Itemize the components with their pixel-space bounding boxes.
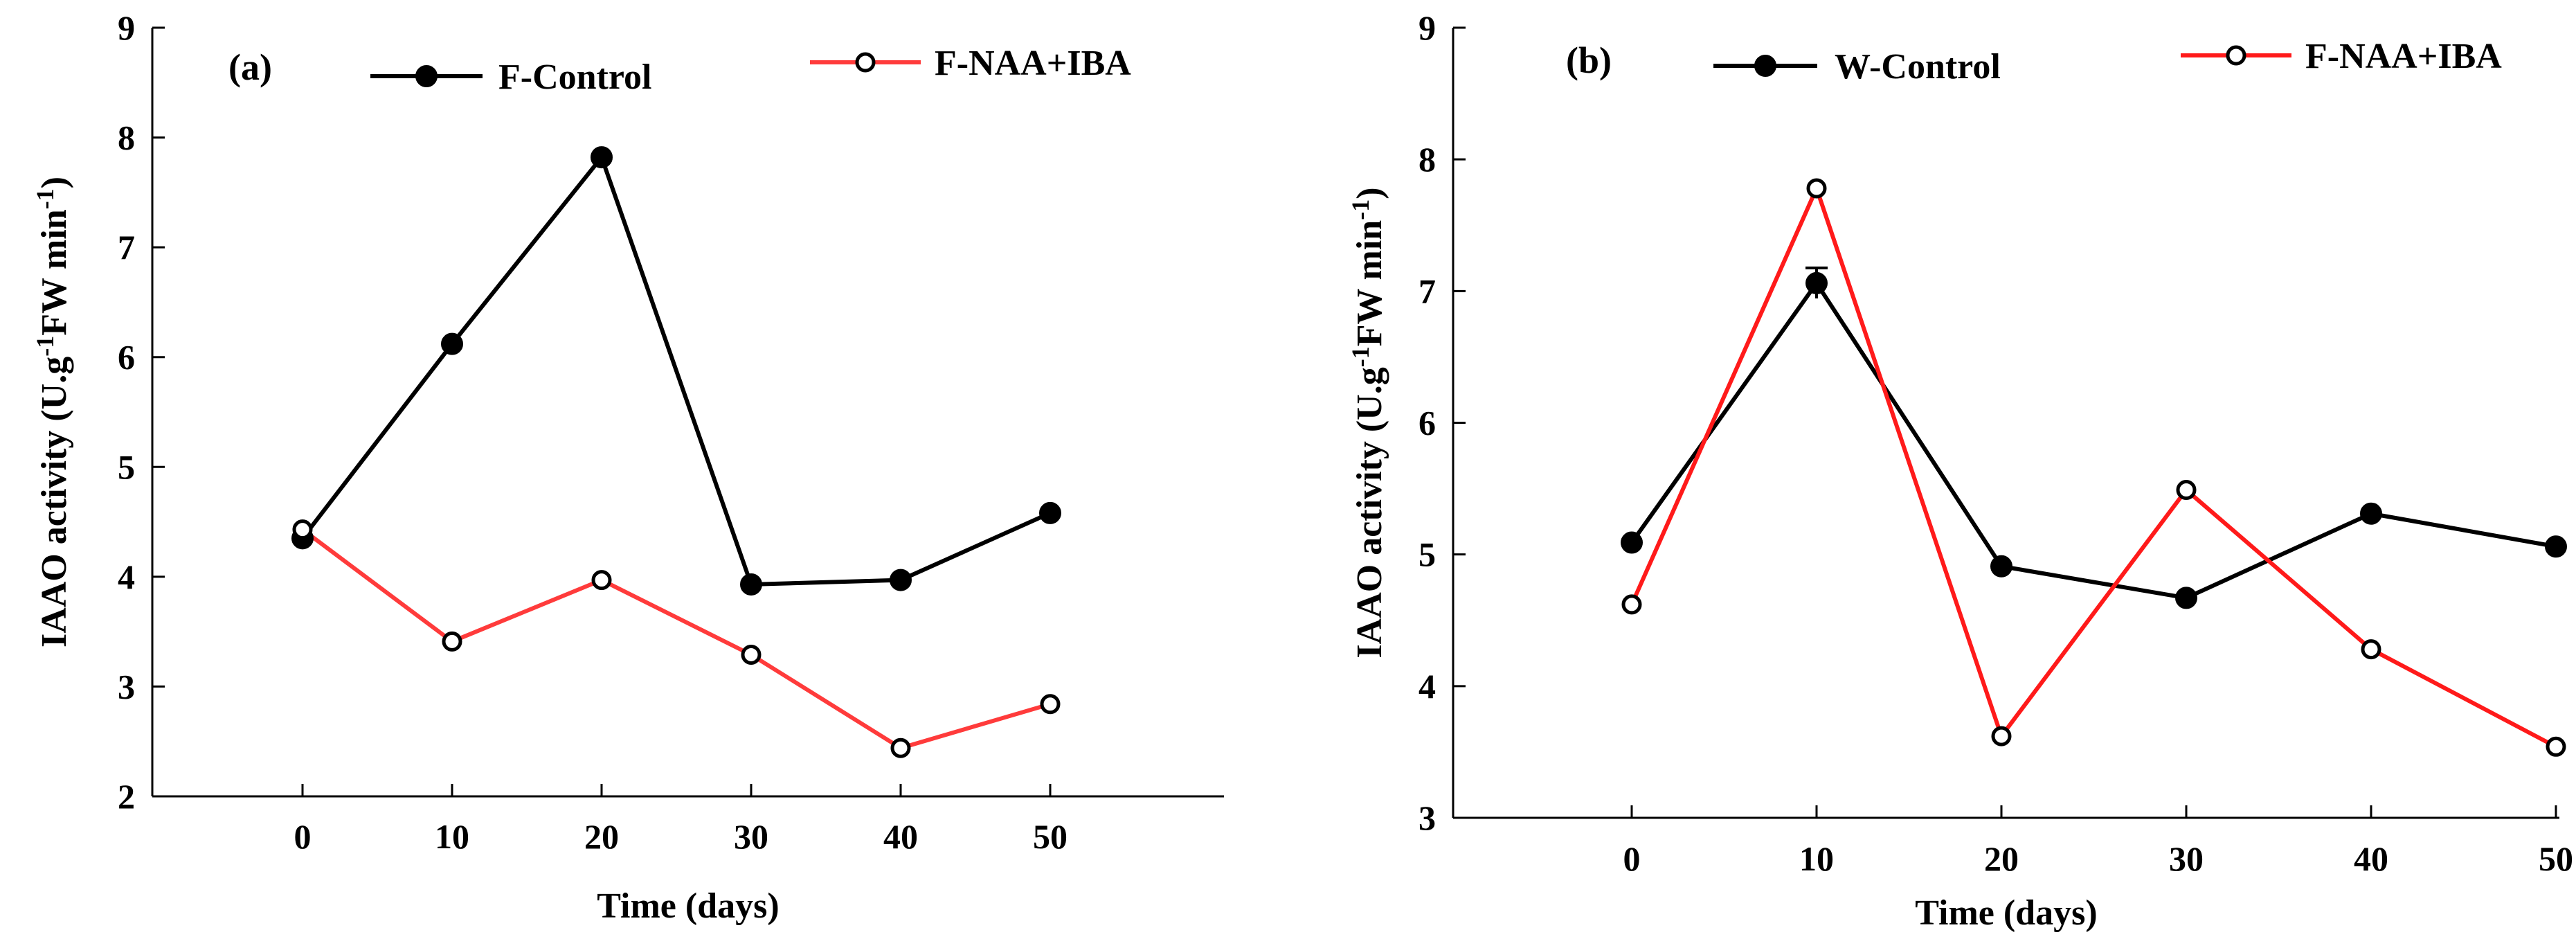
data-point-open: [1806, 178, 1827, 199]
y-tick-label: 5: [1418, 535, 1436, 574]
y-tick-label: 4: [1418, 667, 1436, 706]
y-tick-label: 2: [118, 777, 135, 816]
legend-label: F-NAA+IBA: [935, 44, 1131, 83]
y-axis-title-part: FW min: [35, 209, 74, 336]
y-axis-title-superscript: -1: [1346, 346, 1374, 367]
legend-marker: [855, 52, 876, 73]
chart-panel-a: 2 3 4 5 6 7 8 9 0 10 20 30 40 50 Time (days) IAAO activ…: [31, 8, 1224, 926]
x-tick-label: 50: [1033, 817, 1068, 856]
panel-label: (b): [1566, 39, 1612, 81]
x-tick-label: 10: [435, 817, 469, 856]
x-tick-label: 10: [1799, 839, 1834, 878]
data-point-open: [1991, 726, 2012, 746]
y-tick-label: 4: [118, 557, 135, 596]
y-axis-title: IAAO activity (U.g-1FW min-1): [1346, 187, 1389, 658]
x-tick-label: 0: [1623, 839, 1641, 878]
y-axis-title-superscript: -1: [31, 336, 59, 357]
y-tick-label: 8: [1418, 140, 1436, 179]
data-point-filled: [1621, 531, 1643, 554]
y-tick-label: 3: [118, 667, 135, 706]
y-tick-label: 9: [118, 8, 135, 47]
y-tick-label: 6: [118, 338, 135, 377]
legend-marker: [1754, 55, 1776, 77]
data-point-filled: [2175, 587, 2197, 609]
legend-marker: [2226, 45, 2246, 66]
legend-label: F-NAA+IBA: [2305, 37, 2502, 76]
data-point-open: [1040, 694, 1061, 715]
y-axis-title-part: IAAO activity (U.g: [35, 357, 74, 647]
y-axis-title-superscript: -1: [1346, 199, 1374, 220]
data-point-filled: [1039, 501, 1061, 524]
y-tick-label: 5: [118, 447, 135, 486]
data-point-open: [1621, 594, 1642, 615]
data-point-filled: [591, 146, 613, 169]
x-tick-label: 20: [1984, 839, 2019, 878]
y-axis-title-part: FW min: [1350, 220, 1389, 347]
data-point-filled: [1805, 271, 1828, 294]
data-point-filled: [441, 332, 463, 355]
y-axis-title: IAAO activity (U.g-1FW min-1): [31, 177, 74, 647]
y-tick-label: 9: [1418, 8, 1436, 47]
data-point-open: [442, 631, 462, 652]
data-point-open: [2361, 639, 2381, 660]
x-tick-label: 30: [2169, 839, 2204, 878]
y-tick-label: 6: [1418, 404, 1436, 442]
data-point-filled: [740, 573, 762, 596]
legend-marker: [415, 65, 438, 87]
series-line-f-naa-iba: [1630, 182, 2557, 749]
x-tick-label: 50: [2539, 839, 2573, 878]
data-point-filled: [1990, 555, 2012, 578]
x-axis-title: Time (days): [1915, 893, 2097, 933]
data-point-filled: [2545, 535, 2567, 558]
data-point-open: [2546, 736, 2566, 757]
data-point-open: [890, 737, 911, 758]
data-point-open: [591, 570, 612, 591]
x-tick-label: 40: [883, 817, 918, 856]
data-point-open: [741, 644, 762, 665]
data-point-filled: [2360, 502, 2382, 525]
y-axis-title-part: ): [35, 177, 74, 188]
x-tick-label: 0: [294, 817, 312, 856]
y-tick-label: 7: [1418, 271, 1436, 310]
x-axis-title: Time (days): [597, 886, 779, 926]
legend-label: F-Control: [498, 57, 651, 97]
series-line-f-control: [300, 153, 1052, 587]
x-tick-label: 40: [2354, 839, 2388, 878]
x-tick-label: 30: [734, 817, 768, 856]
y-tick-label: 7: [118, 228, 135, 267]
y-tick-label: 3: [1418, 798, 1436, 837]
y-axis-title-part: ): [1350, 187, 1389, 199]
data-point-filled: [890, 569, 912, 591]
data-point-open: [2176, 479, 2197, 500]
series-line-w-control: [1630, 279, 2557, 600]
y-tick-label: 8: [118, 118, 135, 157]
panel-label: (a): [228, 46, 272, 88]
y-axis-title-superscript: -1: [31, 188, 59, 209]
data-point-open: [292, 519, 313, 540]
series-line-f-naa-iba: [301, 528, 1051, 751]
chart-panel-b: 3 4 5 6 7 8 9 0 10 20 30 40 50 Time (days) IAAO activi…: [1346, 8, 2573, 933]
y-axis-title-part: IAAO activity (U.g: [1350, 367, 1389, 658]
legend-label: W-Control: [1835, 47, 2001, 87]
x-tick-label: 20: [584, 817, 619, 856]
